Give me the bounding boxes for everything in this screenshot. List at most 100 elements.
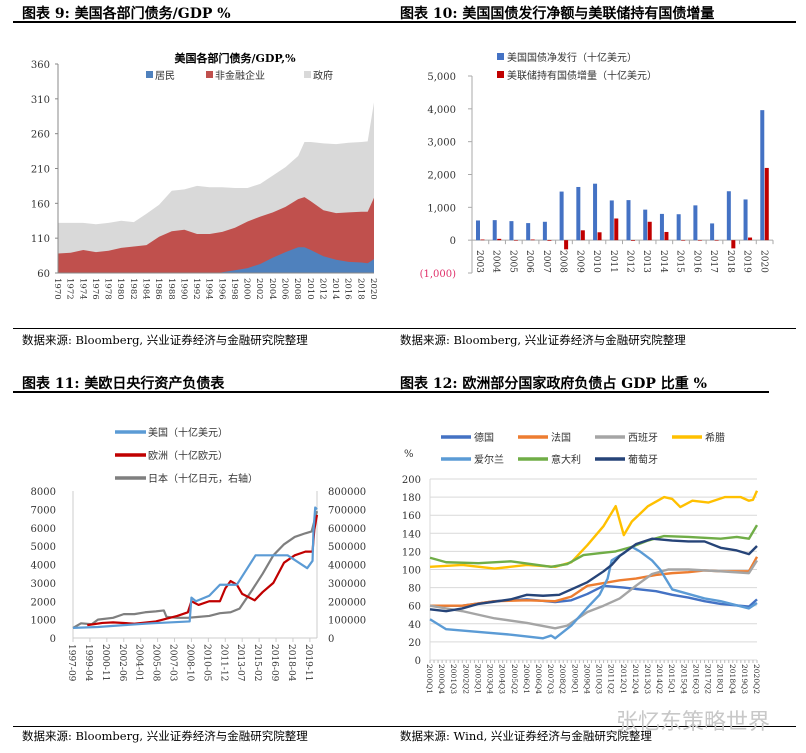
x-tick-label: 2010: [591, 250, 601, 273]
chart-title: 美国各部门债务/GDP,%: [174, 51, 296, 65]
bar-net-issuance: [659, 213, 664, 241]
y-tick-label: 120: [402, 547, 421, 558]
bar-net-issuance: [542, 221, 547, 241]
legend-swatch: [497, 53, 504, 60]
watermark: 张忆东策略世界: [616, 710, 771, 735]
x-tick-label: 2015-02: [252, 644, 262, 681]
area-household: [218, 247, 374, 273]
legend-label: 欧洲（十亿欧元）: [148, 449, 228, 462]
y2-tick-label: 500000: [328, 542, 366, 553]
area-group: [58, 102, 374, 273]
x-tick-label: 2014Q2: [655, 664, 664, 694]
line-series-europe: [87, 514, 319, 627]
x-tick-label: 1974: [77, 278, 87, 300]
bar-fed-holdings: [480, 239, 485, 241]
x-tick-label: 2016-09: [269, 644, 279, 682]
x-tick-label: 1984: [140, 278, 150, 300]
x-tick-label: 1999-04: [83, 644, 93, 682]
bar-fed-holdings: [631, 240, 635, 241]
bar-net-issuance: [726, 191, 731, 241]
x-tick-label: 2013: [641, 250, 651, 273]
y-tick-label: 60: [37, 269, 50, 280]
x-tick-label: 2013Q3: [643, 664, 652, 694]
y2-tick-label: 0: [328, 634, 334, 645]
bar-net-issuance: [476, 220, 480, 241]
legend-swatch: [497, 71, 504, 78]
y-tick-label: 2000: [31, 597, 56, 608]
y-tick-label: 5000: [31, 542, 56, 553]
y-tick-label: 4,000: [427, 105, 456, 116]
x-tick-label: 2004: [491, 250, 501, 273]
x-tick-label: 1998: [229, 278, 239, 300]
legend-label: 美联储持有国债增量（十亿美元）: [507, 69, 657, 82]
y-tick-label: 6000: [31, 524, 56, 535]
bar-net-issuance: [593, 183, 598, 241]
x-tick-label: 2006: [524, 250, 534, 273]
bar-net-issuance: [626, 200, 631, 241]
x-tick-label: 2019Q3: [740, 664, 749, 694]
bar-net-issuance: [576, 186, 581, 241]
figure-11-source: 数据来源: Bloomberg, 兴业证券经济与金融研究院整理: [22, 729, 308, 743]
x-tick-label: 2006Q1: [522, 664, 531, 694]
x-tick-label: 2011-12: [218, 644, 228, 681]
line-series-greece: [429, 490, 759, 570]
line-series-japan: [72, 510, 319, 629]
y-tick-label: 160: [402, 511, 421, 522]
x-tick-label: 1986: [153, 278, 163, 300]
x-tick-label: 1978: [103, 278, 113, 300]
legend-label: 德国: [474, 431, 494, 444]
y-tick-label: 0: [50, 634, 56, 645]
figure-12-title: 图表 12: 欧洲部分国家政府负债占 GDP 比重 %: [400, 376, 707, 392]
bar-fed-holdings: [614, 218, 619, 241]
x-tick-label: 1988: [166, 278, 176, 300]
x-tick-label: 1972: [65, 278, 75, 300]
bar-net-issuance: [609, 200, 614, 241]
y-tick-label: 260: [31, 130, 50, 141]
figure-10-title: 图表 10: 美国国债发行净额与美联储持有国债增量: [400, 6, 715, 22]
x-tick-label: 2015Q4: [679, 664, 688, 694]
x-tick-label: 2008: [558, 250, 568, 273]
bar-fed-holdings: [597, 232, 602, 241]
x-tick-label: 2012: [317, 278, 327, 300]
x-tick-label: 2000Q1: [425, 664, 434, 694]
y-tick-label: 110: [31, 234, 50, 245]
figure-11-rule: [13, 391, 401, 393]
x-tick-label: 2009Q1: [570, 664, 579, 694]
bar-fed-holdings: [497, 238, 502, 241]
figure-11-source-rule: [13, 726, 401, 727]
x-tick-label: 1996: [216, 278, 226, 300]
x-tick-label: 2015: [675, 250, 685, 273]
x-tick-label: 2016: [343, 278, 353, 300]
bar-fed-holdings: [547, 240, 552, 241]
legend-swatch: [206, 71, 213, 78]
y-tick-label: 20: [408, 638, 421, 649]
x-tick-label: 1992: [191, 278, 201, 300]
y-tick-label: 1,000: [427, 203, 456, 214]
x-tick-label: 2002: [254, 278, 264, 300]
x-tick-label: 2000Q4: [437, 664, 446, 694]
figure-9-source-rule: [13, 328, 401, 329]
bar-fed-holdings: [530, 239, 535, 241]
figure-10-source-rule: [400, 328, 796, 329]
line-series-ireland: [429, 545, 758, 640]
x-tick-label: 1982: [128, 278, 138, 300]
figure-10-source: 数据来源: Bloomberg, 兴业证券经济与金融研究院整理: [400, 333, 686, 347]
y2-tick-label: 800000: [328, 487, 366, 498]
figure-9-rule: [13, 21, 401, 23]
x-tick-label: 2010-05: [201, 644, 211, 682]
y-tick-label: 8000: [31, 487, 56, 498]
y-tick-label: 3,000: [427, 138, 456, 149]
y-tick-label: 0: [415, 656, 421, 667]
bar-net-issuance: [509, 221, 514, 241]
bar-net-issuance: [710, 223, 715, 241]
y-tick-label: 1000: [31, 616, 56, 627]
x-tick-label: 1990: [178, 278, 188, 300]
y-tick-label: 180: [402, 493, 421, 504]
legend-label: 爱尔兰: [474, 453, 504, 466]
legend-label: 意大利: [551, 453, 581, 466]
y-tick-label: 160: [31, 199, 50, 210]
bar-fed-holdings: [714, 240, 719, 241]
y-tick-label: 360: [31, 60, 50, 71]
legend-label: 法国: [551, 431, 571, 444]
